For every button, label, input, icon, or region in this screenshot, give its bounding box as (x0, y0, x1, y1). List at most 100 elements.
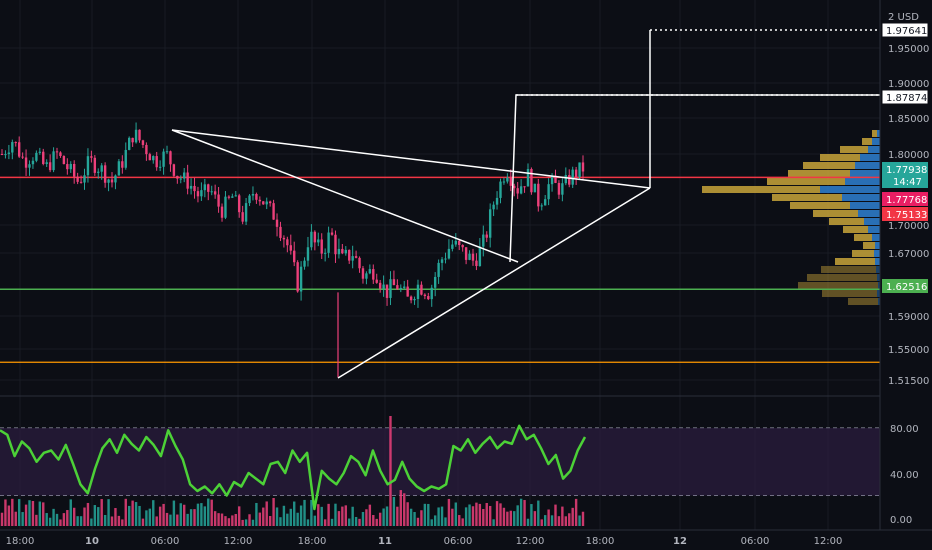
profile-gold-21 (848, 298, 878, 305)
candle-body (131, 137, 134, 143)
candle-body (59, 152, 62, 156)
volume-bar (117, 515, 121, 526)
volume-bar (509, 510, 513, 526)
candle-body (203, 184, 207, 191)
candle-body (344, 249, 347, 254)
profile-gold-7 (702, 186, 820, 193)
candle-body (375, 279, 378, 283)
volume-bar (238, 506, 241, 526)
volume-bar (423, 503, 427, 526)
volume-bar (262, 507, 265, 526)
volume-bar (183, 504, 186, 526)
profile-gold-5 (788, 170, 850, 177)
volume-bar (169, 514, 172, 526)
volume-bar (437, 507, 440, 526)
candle-body (440, 259, 444, 263)
candle-body (296, 262, 299, 292)
volume-bar (258, 512, 262, 526)
time-tick-label: 12:00 (224, 536, 253, 547)
volume-bar (440, 506, 444, 526)
candle-body (42, 151, 45, 165)
price-tick-label: 1.95000 (888, 44, 929, 55)
candle-body (14, 142, 17, 144)
volume-bar (14, 511, 17, 526)
candle-body (396, 285, 399, 290)
volume-bar (200, 503, 203, 526)
candle-body (114, 175, 117, 183)
candle-body (241, 212, 244, 222)
volume-bar (341, 506, 344, 526)
candle-body (372, 269, 375, 280)
volume-bar (90, 518, 93, 526)
volume-bar (66, 510, 69, 526)
profile-gold-1 (862, 138, 872, 145)
volume-bar (502, 507, 506, 526)
profile-blue-6 (845, 178, 880, 185)
volume-bar (468, 504, 471, 526)
volume-bar (537, 500, 540, 526)
volume-bar (296, 512, 299, 526)
candle-body (471, 253, 475, 261)
target-mid-tag (881, 89, 929, 105)
time-tick-label: 18:00 (298, 536, 327, 547)
volume-bar (433, 515, 437, 526)
volume-bar (351, 506, 354, 526)
candle-body (557, 182, 561, 195)
candle-body (574, 169, 578, 178)
volume-bar (506, 511, 509, 526)
candle-body (138, 129, 141, 141)
profile-blue-16 (875, 258, 880, 265)
profile-blue-10 (858, 210, 880, 217)
volume-bar (451, 508, 454, 526)
volume-bar (196, 503, 200, 526)
candle-body (433, 276, 437, 288)
price-tick-label: 1.80000 (888, 150, 929, 161)
candle-body (220, 206, 224, 218)
candle-body (100, 165, 103, 172)
volume-bar (330, 518, 334, 526)
volume-bar (317, 504, 320, 526)
profile-blue-9 (850, 202, 880, 209)
candle-body (52, 151, 55, 171)
volume-bar (516, 505, 519, 526)
volume-bar (550, 515, 554, 526)
candle-body (406, 286, 409, 297)
volume-bar (530, 504, 533, 526)
candle-body (76, 176, 79, 182)
price-tick-label: 1.85000 (888, 114, 929, 125)
candle-body (121, 161, 124, 168)
candle-body (519, 186, 523, 194)
volume-bar (306, 519, 310, 526)
profile-blue-13 (872, 234, 880, 241)
candle-body (365, 273, 368, 279)
volume-bar (155, 516, 158, 526)
candle-body (207, 184, 210, 192)
volume-profile (702, 130, 880, 305)
time-tick-label: 06:00 (444, 536, 473, 547)
candle-body (193, 185, 196, 192)
candle-body (310, 231, 313, 248)
candle-body (337, 248, 341, 255)
rsi-ticks: 80.00 40.00 0.00 (890, 424, 919, 526)
candle-body (79, 181, 83, 183)
volume-bar (244, 519, 248, 526)
volume-bar (83, 507, 86, 526)
profile-blue-5 (850, 170, 880, 177)
candle-body (134, 129, 138, 143)
volume-bar (365, 509, 368, 526)
candle-body (416, 284, 420, 300)
candle-body (516, 188, 519, 194)
candle-body (24, 157, 28, 168)
candle-body (554, 175, 557, 183)
volume-bar (313, 515, 317, 526)
profile-blue-8 (842, 194, 880, 201)
volume-bar (121, 519, 124, 526)
volume-bar (323, 519, 327, 526)
candle-body (543, 199, 547, 206)
candle-body (317, 239, 320, 243)
candle-body (334, 234, 337, 255)
volume-bar (141, 518, 145, 526)
candle-body (389, 279, 392, 298)
candle-body (152, 156, 155, 161)
